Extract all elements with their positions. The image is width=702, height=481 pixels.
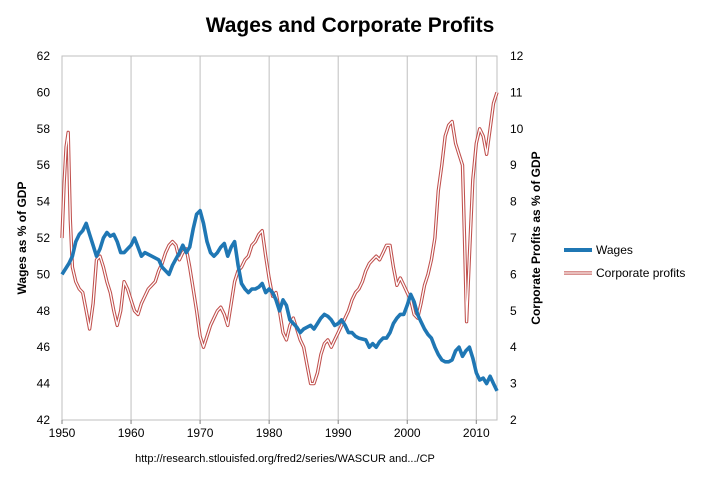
x-tick-label: 1950 — [49, 426, 76, 440]
legend-wages-label: Wages — [596, 243, 633, 257]
right-tick-label: 8 — [510, 195, 517, 209]
source-caption: http://research.stlouisfed.org/fred2/ser… — [135, 453, 435, 465]
left-tick-label: 48 — [37, 304, 51, 318]
x-tick-label: 1990 — [325, 426, 352, 440]
right-tick-label: 3 — [510, 377, 517, 391]
chart-title: Wages and Corporate Profits — [206, 14, 495, 37]
right-tick-label: 12 — [510, 49, 524, 63]
left-tick-label: 42 — [37, 413, 51, 427]
right-tick-label: 6 — [510, 267, 517, 281]
x-tick-label: 1980 — [256, 426, 283, 440]
legend-profits-label: Corporate profits — [596, 266, 685, 280]
left-tick-label: 60 — [37, 85, 51, 99]
series-line-wages — [60, 208, 499, 392]
left-tick-label: 52 — [37, 231, 51, 245]
series-layer — [60, 91, 499, 392]
left-tick-label: 44 — [37, 377, 51, 391]
right-tick-label: 5 — [510, 304, 517, 318]
left-tick-label: 62 — [37, 49, 51, 63]
legend: Wages Corporate profits — [564, 243, 685, 280]
right-tick-label: 4 — [510, 340, 517, 354]
plot-area — [61, 55, 498, 421]
x-tick-label: 1970 — [187, 426, 214, 440]
right-tick-label: 2 — [510, 413, 517, 427]
left-tick-label: 56 — [37, 158, 51, 172]
left-tick-label: 50 — [37, 267, 51, 281]
x-tick-label: 2000 — [394, 426, 421, 440]
x-tick-label: 1960 — [118, 426, 145, 440]
gridlines — [130, 56, 477, 420]
right-tick-label: 9 — [510, 158, 517, 172]
right-tick-label: 11 — [510, 85, 523, 99]
left-axis-ticks: 42 44 46 48 50 52 54 56 58 60 62 — [37, 49, 51, 427]
left-axis-title: Wages as % of GDP — [15, 182, 29, 295]
right-tick-label: 10 — [510, 122, 524, 136]
left-tick-label: 54 — [37, 195, 51, 209]
x-tick-label: 2010 — [463, 426, 490, 440]
right-axis-ticks: 2 3 4 5 6 7 8 9 10 11 12 — [510, 49, 524, 427]
right-axis-title: Corporate Profits as % of GDP — [529, 151, 543, 324]
left-tick-label: 46 — [37, 340, 51, 354]
x-axis-ticks: 1950 1960 1970 1980 1990 2000 2010 — [49, 420, 490, 440]
right-tick-label: 7 — [510, 231, 517, 245]
left-tick-label: 58 — [37, 122, 51, 136]
